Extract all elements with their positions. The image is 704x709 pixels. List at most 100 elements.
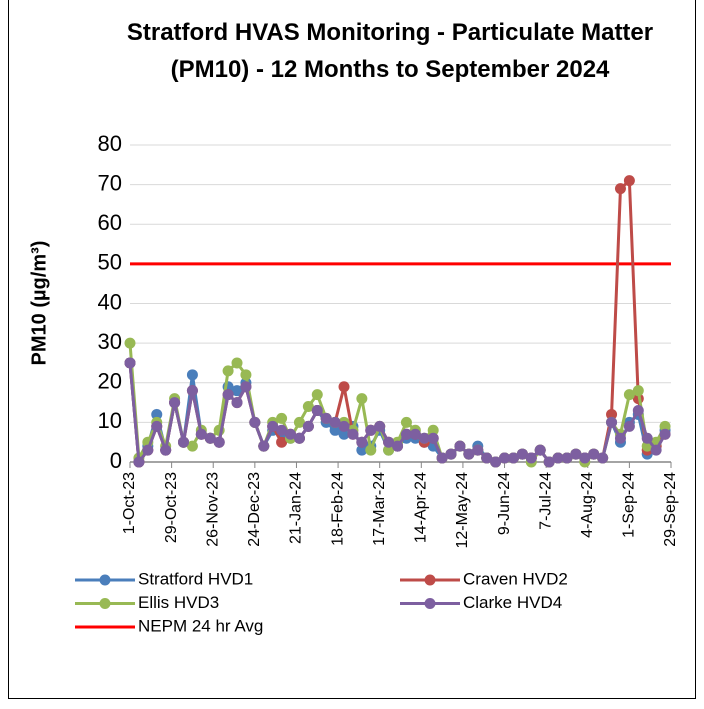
point bbox=[329, 424, 341, 436]
point bbox=[186, 369, 198, 381]
point bbox=[570, 448, 582, 460]
point bbox=[204, 432, 216, 444]
point bbox=[178, 436, 190, 448]
x-tick-label: 1-Sep-24 bbox=[621, 472, 638, 538]
point bbox=[267, 420, 279, 432]
point bbox=[516, 448, 528, 460]
point bbox=[650, 444, 662, 456]
point bbox=[186, 440, 198, 452]
point bbox=[400, 428, 412, 440]
point bbox=[606, 408, 618, 420]
x-tick-label: 7-Jul-24 bbox=[537, 472, 554, 530]
point bbox=[481, 452, 493, 464]
point bbox=[231, 397, 243, 409]
point bbox=[499, 452, 511, 464]
point bbox=[356, 444, 368, 456]
point bbox=[561, 452, 573, 464]
point bbox=[507, 452, 519, 464]
point bbox=[365, 424, 377, 436]
point bbox=[311, 389, 323, 401]
legend-label: Stratford HVD1 bbox=[138, 569, 253, 588]
point bbox=[222, 389, 234, 401]
point bbox=[623, 175, 635, 187]
point bbox=[276, 436, 288, 448]
point bbox=[240, 381, 252, 393]
point bbox=[276, 412, 288, 424]
point bbox=[543, 456, 555, 468]
x-tick-label: 9-Jun-24 bbox=[496, 472, 513, 535]
legend-label: Ellis HVD3 bbox=[138, 593, 219, 612]
point bbox=[525, 452, 537, 464]
point bbox=[338, 381, 350, 393]
point bbox=[374, 420, 386, 432]
y-tick-label: 40 bbox=[98, 289, 122, 314]
point bbox=[338, 428, 350, 440]
legend-label: NEPM 24 hr Avg bbox=[138, 616, 263, 635]
point bbox=[124, 337, 136, 349]
point bbox=[231, 357, 243, 369]
y-tick-label: 20 bbox=[98, 369, 122, 394]
point bbox=[142, 444, 154, 456]
point bbox=[632, 385, 644, 397]
point bbox=[427, 424, 439, 436]
point bbox=[579, 452, 591, 464]
point bbox=[400, 416, 412, 428]
y-tick-label: 10 bbox=[98, 408, 122, 433]
series-line bbox=[128, 177, 667, 467]
point bbox=[356, 393, 368, 405]
x-tick-label: 1-Oct-23 bbox=[121, 472, 138, 534]
x-tick-label: 29-Sep-24 bbox=[662, 472, 679, 547]
x-tick-label: 24-Dec-23 bbox=[246, 472, 263, 547]
point bbox=[490, 456, 502, 468]
point bbox=[383, 444, 395, 456]
point bbox=[302, 401, 314, 413]
point bbox=[151, 408, 163, 420]
point bbox=[302, 420, 314, 432]
point bbox=[329, 416, 341, 428]
point bbox=[641, 432, 653, 444]
y-tick-label: 0 bbox=[110, 448, 122, 473]
point bbox=[320, 412, 332, 424]
point bbox=[258, 440, 270, 452]
point bbox=[614, 183, 626, 195]
legend-label: Craven HVD2 bbox=[463, 569, 568, 588]
point bbox=[347, 428, 359, 440]
x-tick-label: 17-Mar-24 bbox=[371, 472, 388, 546]
y-tick-label: 50 bbox=[98, 250, 122, 275]
y-tick-label: 60 bbox=[98, 210, 122, 235]
point bbox=[293, 432, 305, 444]
point bbox=[472, 444, 484, 456]
point bbox=[588, 448, 600, 460]
point bbox=[240, 369, 252, 381]
point bbox=[392, 440, 404, 452]
legend-marker bbox=[99, 598, 111, 609]
point bbox=[311, 404, 323, 416]
point bbox=[285, 428, 297, 440]
point bbox=[160, 444, 172, 456]
point bbox=[606, 416, 618, 428]
point bbox=[133, 456, 145, 468]
point bbox=[659, 420, 671, 432]
x-tick-label: 29-Oct-23 bbox=[163, 472, 180, 543]
point bbox=[338, 420, 350, 432]
point bbox=[623, 420, 635, 432]
x-tick-label: 12-May-24 bbox=[454, 472, 471, 549]
point bbox=[169, 397, 181, 409]
point bbox=[427, 432, 439, 444]
point bbox=[222, 365, 234, 377]
point bbox=[552, 452, 564, 464]
point bbox=[534, 444, 546, 456]
point bbox=[293, 416, 305, 428]
point bbox=[383, 436, 395, 448]
point bbox=[213, 436, 225, 448]
x-tick-label: 26-Nov-23 bbox=[204, 472, 221, 547]
point bbox=[623, 389, 635, 401]
x-tick-label: 4-Aug-24 bbox=[579, 472, 596, 538]
point bbox=[151, 420, 163, 432]
point bbox=[454, 440, 466, 452]
point bbox=[632, 404, 644, 416]
point bbox=[659, 428, 671, 440]
point bbox=[418, 432, 430, 444]
point bbox=[186, 385, 198, 397]
